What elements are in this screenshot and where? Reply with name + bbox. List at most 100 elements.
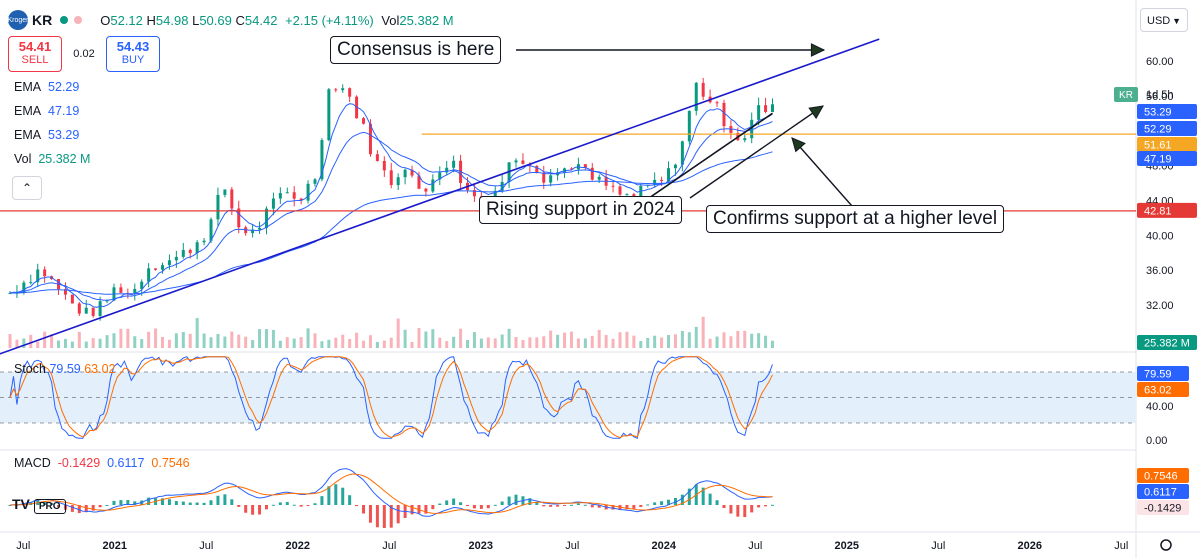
candle-body: [472, 190, 476, 197]
macd-hist-bar: [528, 498, 532, 505]
buy-button[interactable]: 54.43 BUY: [106, 36, 160, 72]
macd-tag-label: 0.7546: [1144, 471, 1178, 483]
volume-bar: [479, 338, 483, 348]
volume-bar: [403, 329, 407, 348]
candle-body: [687, 110, 691, 142]
volume-bar: [22, 338, 26, 348]
macd-hist-bar: [722, 505, 726, 509]
volume-bar: [105, 335, 109, 348]
volume-bar: [576, 338, 580, 348]
candle-body: [452, 160, 456, 168]
volume-bar: [771, 340, 774, 348]
volume-legend[interactable]: Vol 25.382 M: [14, 152, 91, 166]
macd-hist-bar: [43, 501, 47, 505]
candle-body: [632, 194, 636, 198]
volume-bar: [216, 334, 220, 348]
settings-gear-icon[interactable]: [1160, 539, 1172, 551]
support-arrow: [689, 105, 824, 199]
volume-bar: [278, 340, 282, 348]
stoch-legend[interactable]: Stoch 79.59 63.02: [14, 362, 116, 376]
candle-body: [147, 268, 151, 282]
currency-selector[interactable]: ▼ USD: [1140, 8, 1188, 32]
price-tag: 52.29: [1137, 121, 1197, 136]
time-tick-label: Jul: [748, 540, 762, 552]
annotation-consensus[interactable]: Consensus is here: [330, 36, 502, 64]
volume-bar: [133, 336, 137, 348]
macd-hist-bar: [98, 505, 102, 508]
candle-body: [77, 303, 81, 314]
volume-bar: [167, 339, 171, 348]
sell-button[interactable]: 54.41 SELL: [8, 36, 62, 72]
macd-signal-line: [9, 473, 773, 514]
macd-hist-bar: [105, 504, 109, 506]
collapse-legend-button[interactable]: ⌃: [12, 176, 42, 200]
volume-bar: [91, 338, 95, 348]
ema-mid-line: [9, 120, 773, 301]
annotation-confirms-support[interactable]: Confirms support at a higher level: [706, 205, 1005, 233]
price-tag-bg: [1137, 335, 1197, 350]
candle-body: [84, 307, 88, 314]
macd-hist-bar: [729, 505, 733, 514]
candle-body: [597, 176, 601, 180]
stoch-tag-bg: [1137, 382, 1189, 397]
macd-hist-bar: [771, 504, 774, 506]
price-tick-label: 56.00: [1146, 91, 1174, 103]
time-tick-label: 2024: [652, 540, 677, 552]
volume-bar: [438, 337, 442, 348]
candle-body: [195, 242, 199, 254]
candle-body: [8, 293, 12, 295]
time-tick-label: 2025: [835, 540, 859, 552]
price-tag-label: 47.19: [1144, 154, 1172, 166]
volume-bar: [140, 339, 144, 348]
trendline: [634, 112, 773, 209]
volume-bar: [43, 331, 47, 348]
symbol-name[interactable]: KR: [32, 12, 53, 28]
volume-bar: [542, 336, 546, 348]
macd-legend[interactable]: MACD -0.1429 0.6117 0.7546: [14, 456, 190, 470]
ema-legend-1[interactable]: EMA 52.29: [14, 80, 80, 94]
price-tick-label: 60.00: [1146, 56, 1174, 68]
market-open-icon: [60, 16, 69, 24]
candle-body: [91, 307, 95, 316]
stoch-tag-label: 79.59: [1144, 369, 1172, 381]
macd-hist-bar: [299, 505, 303, 507]
volume-bar: [500, 334, 504, 348]
macd-hist-bar: [708, 493, 712, 505]
price-tag: 42.81: [1137, 202, 1197, 218]
volume-bar: [375, 341, 379, 348]
ema-legend-2[interactable]: EMA 47.19: [14, 104, 80, 118]
candle-body: [167, 260, 171, 266]
volume-bar: [472, 332, 476, 348]
ema-legend-3[interactable]: EMA 53.29: [14, 128, 80, 142]
volume-bar: [251, 340, 255, 348]
macd-hist-bar: [223, 494, 227, 505]
macd-hist-bar: [216, 495, 220, 505]
volume-bar: [112, 333, 116, 348]
time-tick-label: 2022: [286, 540, 310, 552]
stoch-tag-bg: [1137, 366, 1189, 381]
volume-bar: [424, 331, 428, 348]
candle-body: [271, 198, 275, 209]
macd-hist-bar: [646, 504, 650, 506]
macd-hist-bar: [313, 503, 317, 505]
symbol-tag-time: 1d 5h: [1146, 89, 1174, 101]
volume-bar: [715, 336, 719, 348]
volume-bar: [63, 338, 67, 348]
macd-hist-bar: [576, 503, 580, 505]
candle-body: [743, 138, 747, 141]
macd-hist-bar: [244, 505, 248, 513]
volume-bar: [368, 335, 372, 348]
time-tick-label: 2021: [103, 540, 127, 552]
macd-hist-bar: [736, 505, 740, 517]
macd-hist-bar: [535, 502, 539, 505]
volume-bar: [258, 329, 262, 348]
macd-hist-bar: [438, 503, 442, 505]
macd-hist-bar: [466, 505, 469, 507]
volume-bar: [611, 338, 615, 348]
price-tag-label: 52.29: [1144, 124, 1172, 136]
macd-hist-bar: [278, 502, 282, 505]
candle-body: [223, 189, 227, 195]
annotation-rising-support[interactable]: Rising support in 2024: [479, 196, 683, 224]
volume-bar: [625, 331, 629, 348]
